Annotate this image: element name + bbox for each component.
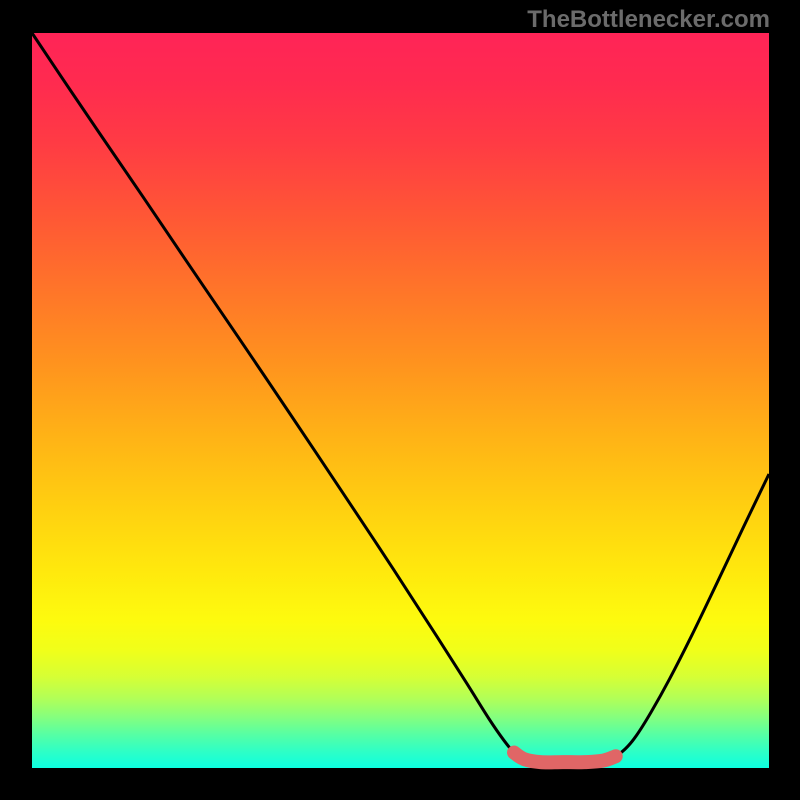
chart-svg: [0, 0, 800, 800]
plot-background: [32, 33, 769, 768]
watermark-text: TheBottlenecker.com: [527, 6, 770, 34]
